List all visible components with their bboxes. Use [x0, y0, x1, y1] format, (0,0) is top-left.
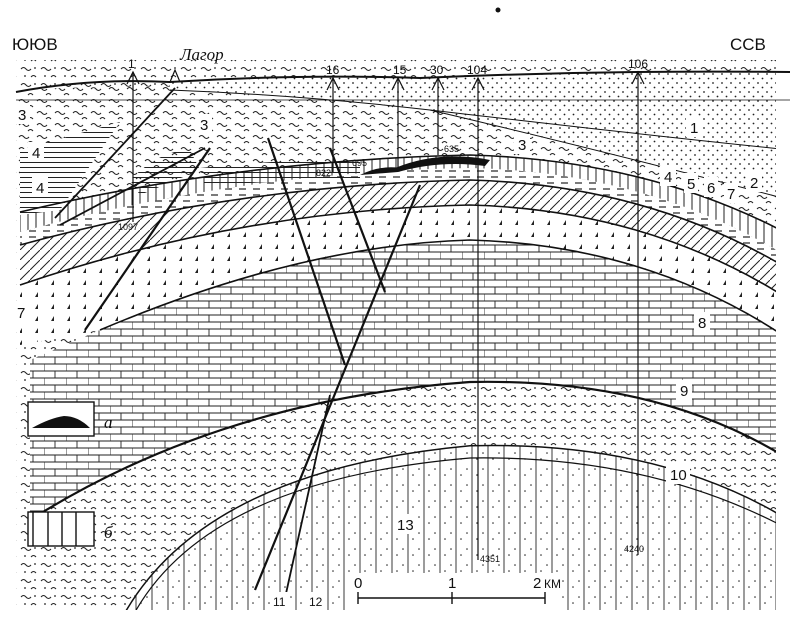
well-106[interactable]: 106 4240 [624, 57, 648, 555]
direction-left: ЮЮВ [12, 35, 58, 54]
direction-right: ССВ [730, 35, 766, 54]
legend-a-symbol [32, 416, 90, 428]
well-16-number: 16 [326, 63, 340, 77]
fault-11 [253, 184, 422, 591]
oil-deposit [395, 156, 490, 172]
well-104-depth: 4351 [480, 554, 500, 564]
contact-9-top [99, 239, 776, 332]
well-15-depth: 695 [352, 158, 367, 168]
legend: а б [27, 401, 113, 547]
well-30-depth: 635 [444, 144, 459, 154]
scale-bar-bg [348, 573, 558, 613]
scale-tick-0: 0 [354, 575, 362, 592]
layer-label-7-left: 7 [17, 305, 25, 322]
layer-label-4-c: 4 [664, 169, 672, 186]
layer-7-fill [20, 180, 776, 292]
oil-deposit-small [360, 167, 400, 175]
locality-marker [169, 68, 181, 83]
layer-label-13: 13 [397, 517, 414, 534]
well-106-depth: 4240 [624, 544, 644, 554]
layer-9-fill [30, 240, 776, 520]
fault-center-a [266, 137, 347, 366]
fault-12 [284, 394, 331, 599]
layer-8-fill [20, 205, 776, 345]
layer-label-5: 5 [687, 176, 695, 193]
well-104[interactable]: 104 4351 [467, 63, 500, 564]
strata [16, 60, 776, 610]
wells: 1 1097 16 822 15 695 30 635 104 4351 [118, 57, 648, 564]
contact-1-2 [429, 109, 776, 150]
top-dot [495, 7, 501, 13]
fault-left-main [84, 147, 211, 331]
well-15[interactable]: 15 695 [352, 63, 407, 168]
scale-tick-2: 2 [533, 575, 541, 592]
layer-label-10: 10 [670, 467, 687, 484]
well-1[interactable]: 1 1097 [118, 57, 140, 232]
legend-a-label: а [104, 413, 113, 432]
legend-b-symbol [32, 512, 77, 546]
layer-label-3-left: 3 [18, 107, 26, 124]
layer-label-9: 9 [680, 383, 688, 400]
layer-6-fill [20, 168, 776, 262]
layer-9-base-contact [29, 380, 776, 521]
layer-label-6: 6 [707, 180, 715, 197]
layer-label-4-a: 4 [32, 145, 40, 162]
locality-label: Лагор [179, 45, 224, 64]
legend-b-box [27, 511, 95, 547]
layer-label-11: 11 [273, 595, 286, 609]
fault-center-b [328, 147, 387, 293]
layer-1-fill [170, 71, 776, 197]
contact-8-top [19, 204, 776, 293]
well-16[interactable]: 16 822 [316, 63, 340, 178]
scale-tick-1: 1 [448, 575, 456, 592]
layer-label-3-mid: 3 [200, 117, 208, 134]
well-1-number: 1 [128, 57, 135, 71]
well-1-depth: 1097 [118, 222, 138, 232]
legend-b-label: б [104, 523, 113, 542]
layer-10-band-pattern [30, 381, 776, 610]
layer-4-mid-fill [130, 150, 200, 195]
well-16-depth: 822 [316, 168, 331, 178]
well-30-number: 30 [430, 63, 444, 77]
layer-label-2: 2 [750, 175, 758, 192]
scale-bar: 0 1 2 КМ [348, 573, 561, 613]
layer-label-1: 1 [690, 120, 698, 137]
scale-unit: КМ [544, 577, 561, 591]
ground-surface [15, 70, 791, 93]
well-106-number: 106 [628, 57, 648, 71]
layer-label-4-b: 4 [36, 180, 44, 197]
layer-label-3-right: 3 [518, 137, 526, 154]
layer-13-inner-line [135, 457, 776, 610]
contact-1-base [169, 89, 776, 197]
layer-labels: 1 2 3 3 3 4 4 4 5 6 7 7 8 9 10 11 12 13 [14, 104, 762, 610]
fault-left-a [54, 87, 176, 219]
layer-label-7-right: 7 [727, 186, 735, 203]
well-30[interactable]: 30 635 [430, 63, 459, 155]
layer-13-fill [125, 444, 776, 610]
layer-label-12: 12 [309, 595, 323, 609]
layer-label-8: 8 [698, 315, 706, 332]
well-15-number: 15 [393, 63, 407, 77]
well-104-number: 104 [467, 63, 487, 77]
contact-7-top [19, 179, 776, 263]
